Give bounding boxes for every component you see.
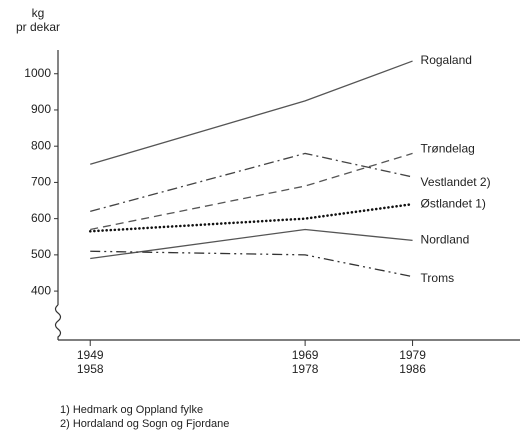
y-tick-label: 900 <box>31 102 51 116</box>
series-line <box>90 152 413 231</box>
y-tick-label: 800 <box>31 138 51 152</box>
y-tick-label: 700 <box>31 175 51 189</box>
y-tick-label: 400 <box>31 283 51 297</box>
y-axis-label: kg pr dekar <box>15 6 61 34</box>
y-tick-label: 500 <box>31 247 51 261</box>
x-tick-label: 1949 1958 <box>76 348 104 376</box>
series-label: Østlandet 1) <box>421 196 486 210</box>
footnote: 2) Hordaland og Sogn og Fjordane <box>60 418 229 430</box>
series-line <box>90 228 413 260</box>
series-label: Rogaland <box>421 53 472 67</box>
axis-break <box>54 304 62 340</box>
series-line <box>90 250 413 278</box>
footnote: 1) Hedmark og Oppland fylke <box>60 404 203 416</box>
x-tick-label: 1979 1986 <box>399 348 426 376</box>
series-line <box>90 60 413 165</box>
series-line <box>90 152 413 213</box>
series-label: Nordland <box>421 233 470 247</box>
series-label: Troms <box>421 271 455 285</box>
series-label: Vestlandet 2) <box>421 175 491 189</box>
x-tick-label: 1969 1978 <box>291 348 319 376</box>
series-label: Trøndelag <box>421 142 475 156</box>
series-line <box>88 202 414 233</box>
y-tick-label: 1000 <box>24 66 51 80</box>
y-tick-label: 600 <box>31 211 51 225</box>
